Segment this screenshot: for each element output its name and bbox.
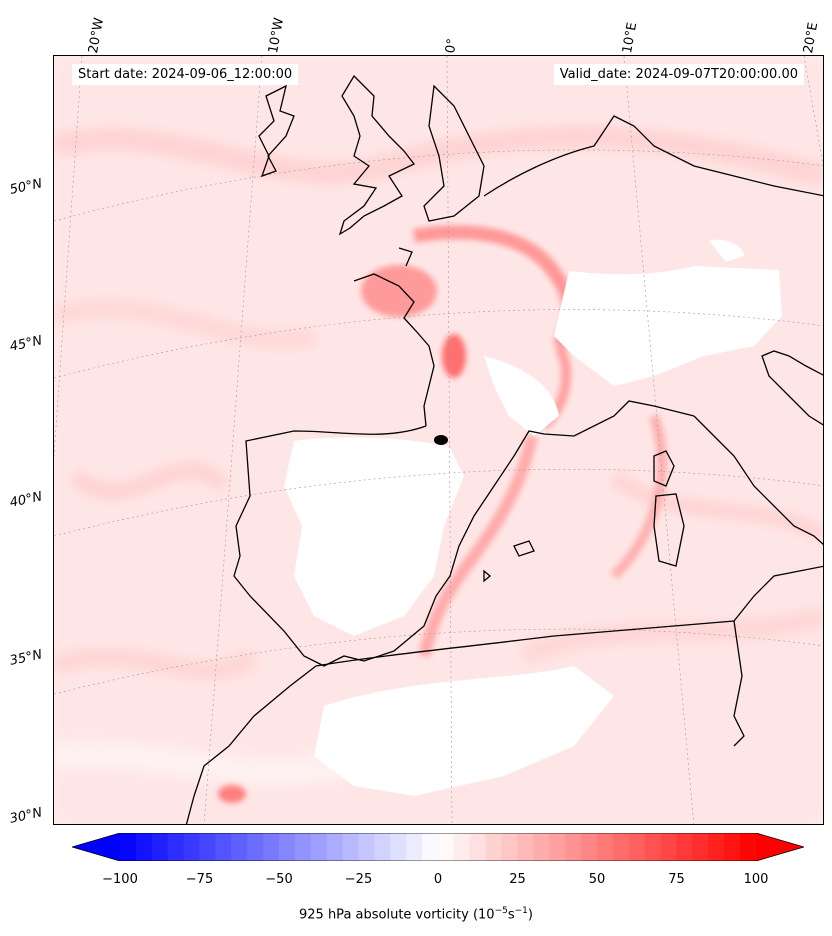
colorbar-cell [501, 833, 518, 861]
colorbar-cell [215, 833, 232, 861]
colorbar-tick-label: 25 [509, 872, 526, 887]
colorbar-min-arrow [72, 833, 120, 861]
colorbar-cell [708, 833, 725, 861]
lon-label-20e: 20°E [801, 21, 822, 55]
colorbar-cell [310, 833, 328, 861]
lon-label-20w: 20°W [86, 16, 108, 55]
lon-label-0: 0° [443, 37, 461, 55]
start-date-label: Start date: 2024-09-06_12:00:00 [72, 64, 299, 85]
coastlines [185, 74, 823, 824]
vorticity-map [54, 56, 823, 824]
colorbar-tick-label: −50 [265, 872, 293, 887]
colorbar-tick-label: 75 [668, 872, 685, 887]
valid-date-label: Valid_date: 2024-09-07T20:00:00.00 [553, 64, 804, 85]
colorbar-cell [453, 833, 471, 861]
colorbar-cell [612, 833, 630, 861]
colorbar-cell [263, 833, 280, 861]
colorbar-tick-label: 100 [743, 872, 769, 887]
colorbar-max-arrow [756, 833, 804, 861]
colorbar-cell [358, 833, 375, 861]
colorbar-cell [374, 833, 391, 861]
colorbar-cell [565, 833, 582, 861]
colorbar-cell [628, 833, 646, 861]
lat-label-45n: 45°N [8, 333, 44, 355]
colorbar-tick-label: −25 [344, 872, 373, 887]
lat-label-35n: 35°N [8, 647, 44, 669]
colorbar-cell [167, 833, 185, 861]
masked-terrain [284, 239, 782, 796]
colorbar-cell [183, 833, 200, 861]
colorbar [72, 833, 804, 861]
colorbar-cell [422, 833, 439, 861]
colorbar-cell [692, 833, 709, 861]
lat-label-50n: 50°N [8, 176, 44, 198]
map-panel[interactable] [53, 55, 824, 825]
colorbar-cell [326, 833, 344, 861]
colorbar-cell [120, 833, 137, 861]
colorbar-cell [231, 833, 248, 861]
colorbar-cell [660, 833, 677, 861]
colorbar-cell [469, 833, 487, 861]
lat-label-40n: 40°N [8, 489, 44, 511]
colorbar-cell [135, 833, 153, 861]
graticule [54, 56, 823, 824]
colorbar-cell [390, 833, 407, 861]
colorbar-cell [676, 833, 693, 861]
colorbar-cell [247, 833, 264, 861]
colorbar-cell [485, 833, 503, 861]
colorbar-cell [549, 833, 566, 861]
lon-label-10e: 10°E [620, 21, 641, 55]
colorbar-cell [342, 833, 359, 861]
colorbar-cell [740, 833, 757, 861]
colorbar-tick-label: 50 [588, 872, 606, 887]
vorticity-maxima [218, 225, 667, 803]
colorbar-cell [724, 833, 741, 861]
colorbar-cell [533, 833, 550, 861]
lat-label-30n: 30°N [8, 805, 44, 827]
colorbar-tick-label: −75 [185, 872, 214, 887]
colorbar-cell [151, 833, 169, 861]
colorbar-tick-label: −100 [102, 872, 138, 887]
colorbar-cell [438, 833, 455, 861]
colorbar-cell [279, 833, 296, 861]
colorbar-cell [406, 833, 423, 861]
storm-center-marker [434, 435, 448, 445]
colorbar-cell [644, 833, 662, 861]
colorbar-cell [294, 833, 312, 861]
colorbar-label: 925 hPa absolute vorticity (10−5s−1) [299, 906, 533, 923]
colorbar-cell [199, 833, 216, 861]
colorbar-cell [517, 833, 534, 861]
colorbar-tick-label: 0 [433, 872, 443, 887]
lon-label-10w: 10°W [266, 16, 288, 55]
colorbar-cell [597, 833, 614, 861]
colorbar-cell [581, 833, 598, 861]
